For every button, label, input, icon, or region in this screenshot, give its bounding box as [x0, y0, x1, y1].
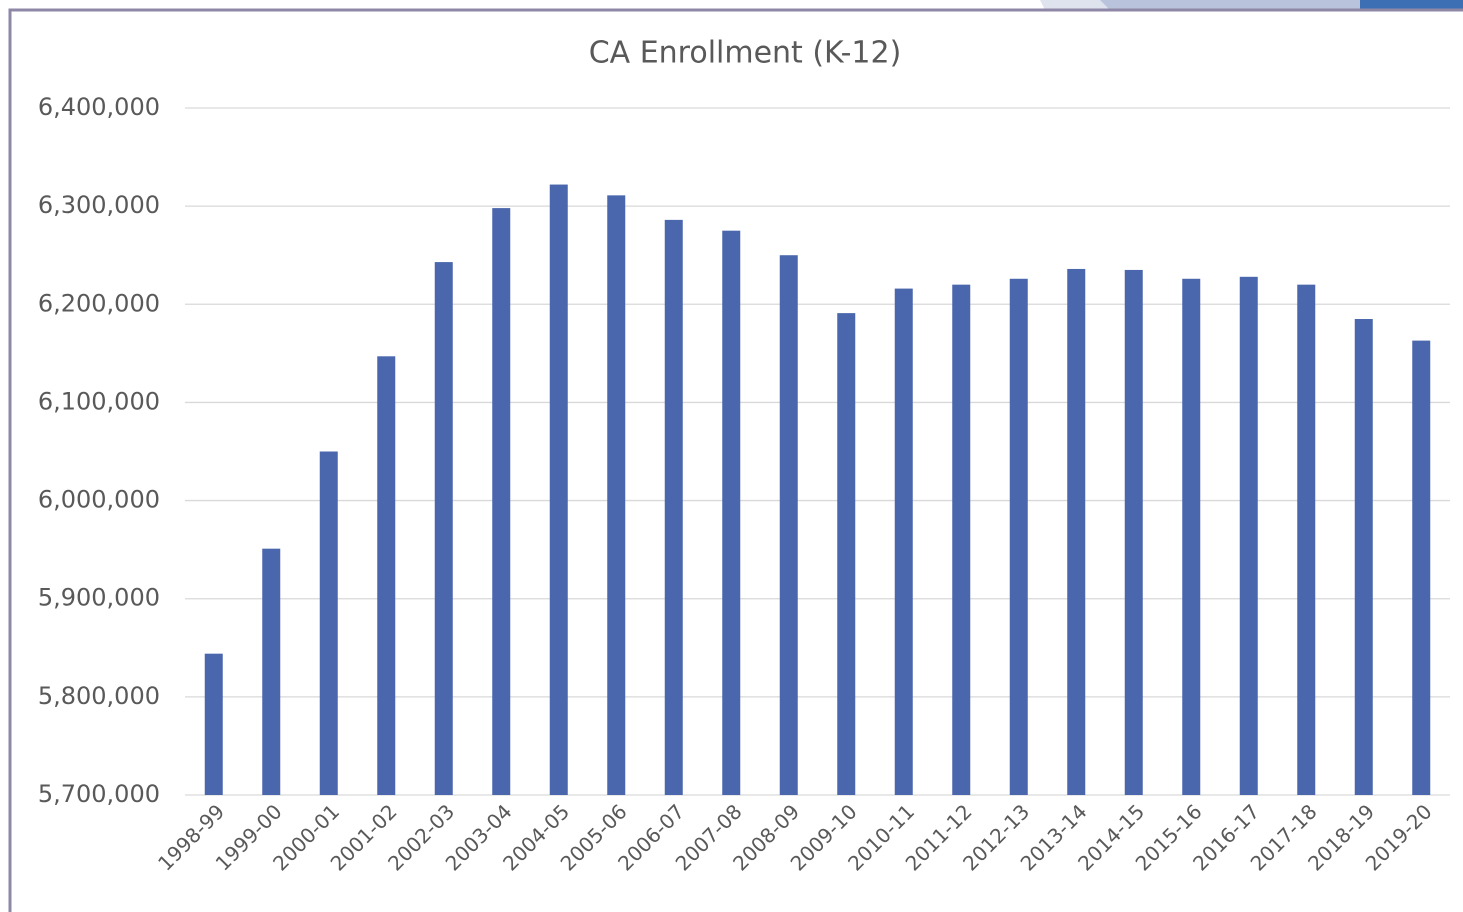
bar — [837, 313, 856, 795]
bar — [779, 255, 798, 795]
y-tick-label: 6,100,000 — [38, 387, 160, 415]
bar — [894, 288, 913, 795]
bar — [1354, 319, 1373, 795]
bar — [952, 284, 971, 795]
bar — [722, 230, 741, 795]
bar — [1124, 269, 1143, 796]
bar — [1239, 276, 1258, 795]
chart-title: CA Enrollment (K-12) — [589, 36, 902, 71]
bar — [664, 219, 683, 795]
bar — [262, 548, 281, 795]
bar — [1067, 268, 1086, 795]
y-tick-label: 6,200,000 — [38, 289, 160, 317]
bar — [319, 451, 338, 795]
bar — [377, 356, 396, 795]
y-tick-label: 5,800,000 — [38, 682, 160, 710]
bar — [204, 653, 223, 795]
bar — [607, 195, 626, 795]
bar — [492, 208, 511, 795]
bar — [1412, 340, 1431, 795]
bar — [1009, 278, 1028, 796]
y-tick-label: 6,300,000 — [38, 191, 160, 219]
y-tick-label: 6,400,000 — [38, 93, 160, 121]
bar — [434, 262, 453, 795]
bar — [549, 184, 568, 796]
decoration — [1360, 0, 1463, 10]
bar — [1297, 284, 1316, 795]
y-tick-label: 5,900,000 — [38, 584, 160, 612]
bar — [1182, 278, 1201, 796]
y-tick-label: 5,700,000 — [38, 780, 160, 808]
y-tick-label: 6,000,000 — [38, 486, 160, 514]
